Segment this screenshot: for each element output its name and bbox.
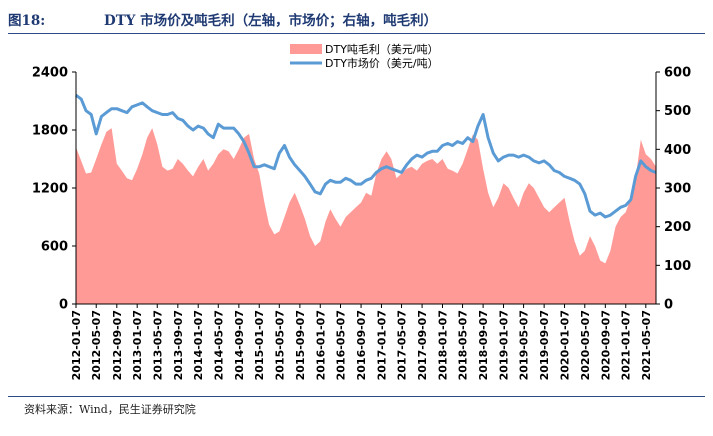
x-tick-label: 2014-01-07 [192, 310, 205, 380]
x-tick-label: 2020-09-07 [599, 310, 612, 380]
right-tick-label: 500 [664, 104, 691, 119]
x-tick-label: 2019-05-07 [518, 310, 531, 380]
right-tick-label: 400 [664, 143, 691, 158]
x-tick-label: 2012-01-07 [70, 310, 83, 380]
legend-label-margin: DTY吨毛利（美元/吨） [325, 43, 439, 56]
x-tick-label: 2013-05-07 [151, 310, 164, 380]
source-note: 资料来源：Wind，民生证券研究院 [24, 403, 196, 416]
x-tick-label: 2015-05-07 [273, 310, 286, 380]
footer-divider [8, 396, 705, 397]
x-tick-label: 2013-01-07 [131, 310, 144, 380]
x-tick-label: 2018-05-07 [457, 310, 470, 380]
x-tick-label: 2017-05-07 [396, 310, 409, 380]
margin-area-series [76, 128, 656, 304]
title-divider [8, 33, 705, 34]
x-tick-label: 2019-01-07 [498, 310, 511, 380]
figure-title: 图18: DTY 市场价及吨毛利（左轴，市场价；右轴，吨毛利） [8, 10, 705, 32]
price-line-layer [75, 94, 657, 219]
x-tick-label: 2019-09-07 [538, 310, 551, 380]
x-tick-label: 2014-05-07 [212, 310, 225, 380]
x-tick-label: 2016-09-07 [355, 310, 368, 380]
x-tick-label: 2013-09-07 [172, 310, 185, 380]
x-tick-label: 2017-09-07 [416, 310, 429, 380]
x-tick-label: 2018-09-07 [477, 310, 490, 380]
x-tick-label: 2015-09-07 [294, 310, 307, 380]
legend-label-price: DTY市场价（美元/吨） [325, 56, 439, 70]
right-tick-label: 200 [664, 220, 691, 235]
left-tick-label: 600 [41, 240, 68, 255]
figure-heading: DTY 市场价及吨毛利（左轴，市场价；右轴，吨毛利） [104, 13, 438, 29]
x-tick-label: 2020-01-07 [559, 310, 572, 380]
dty-chart: 0 600 1200 1800 2400 0 100 200 300 400 500 600 2012-… [32, 43, 691, 381]
x-tick-label: 2016-05-07 [335, 310, 348, 380]
x-tick-label: 2012-09-07 [111, 310, 124, 380]
price-line-series [75, 94, 657, 219]
legend-swatch-margin [290, 44, 322, 54]
left-tick-label: 1800 [32, 124, 68, 139]
right-tick-label: 300 [664, 182, 691, 197]
left-tick-label: 0 [59, 298, 68, 313]
x-tick-label: 2012-05-07 [90, 310, 103, 380]
legend: DTY吨毛利（美元/吨）DTY市场价（美元/吨） [290, 43, 439, 70]
left-tick-label: 1200 [32, 182, 68, 197]
x-tick-label: 2021-01-07 [620, 310, 633, 380]
x-tick-label: 2021-05-07 [640, 310, 653, 380]
x-tick-label: 2014-09-07 [233, 310, 246, 380]
left-tick-label: 2400 [32, 66, 68, 81]
axes-layer: 0 600 1200 1800 2400 0 100 200 300 400 500 600 2012-… [32, 66, 691, 381]
x-tick-label: 2016-01-07 [314, 310, 327, 380]
x-tick-label: 2020-05-07 [579, 310, 592, 380]
x-tick-label: 2015-01-07 [253, 310, 266, 380]
right-tick-label: 100 [664, 259, 691, 274]
x-tick-label: 2017-01-07 [375, 310, 388, 380]
margin-area-layer [76, 128, 656, 304]
x-tick-label: 2018-01-07 [436, 310, 449, 380]
figure-number: 图18: [8, 13, 46, 29]
right-tick-label: 0 [664, 298, 673, 313]
right-tick-label: 600 [664, 66, 691, 81]
